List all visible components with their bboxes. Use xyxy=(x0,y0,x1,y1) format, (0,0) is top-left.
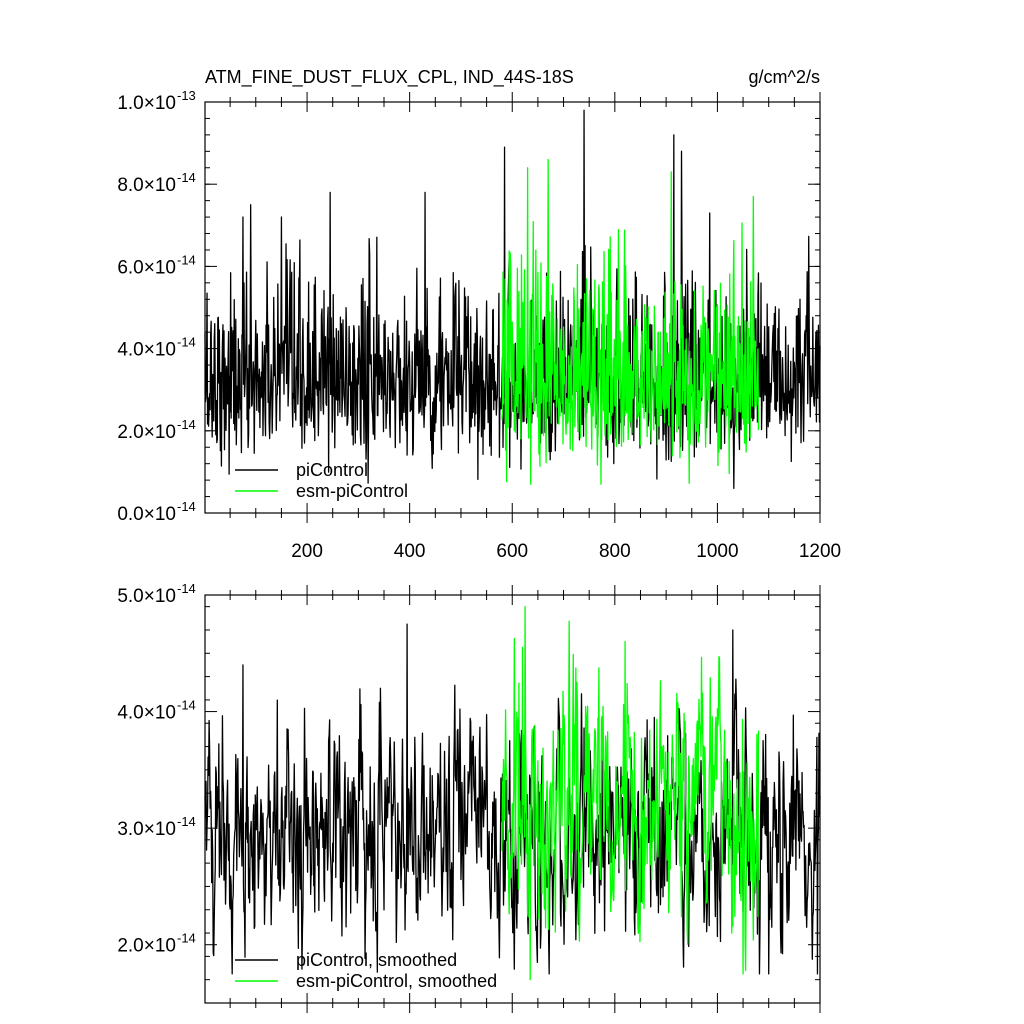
y-tick-exponent: -13 xyxy=(177,88,196,103)
legend-label: esm-piControl xyxy=(296,481,408,501)
y-tick-label: 4.0×10 xyxy=(117,340,176,361)
y-tick-label: 6.0×10 xyxy=(117,257,176,278)
series-line-picontrol xyxy=(204,109,821,489)
legend-label: esm-piControl, smoothed xyxy=(296,971,497,991)
y-tick-label: 8.0×10 xyxy=(117,175,176,196)
y-tick-label: 0.0×10 xyxy=(117,504,176,525)
bottom-panel: 2.0×10 -143.0×10 -144.0×10 -145.0×10 -14 piC… xyxy=(117,581,821,1013)
y-tick-label: 3.0×10 xyxy=(117,819,176,840)
x-tick-label: 400 xyxy=(394,541,426,562)
y-tick-exponent: -14 xyxy=(177,170,196,185)
series-line-esm-picontrol xyxy=(501,158,760,485)
x-tick-label: 1000 xyxy=(696,541,738,562)
top-panel: ATM_FINE_DUST_FLUX_CPL, IND_44S-18S g/cm… xyxy=(117,67,841,562)
series-line-esm-picontrol-smoothed xyxy=(501,606,760,981)
chart-units: g/cm^2/s xyxy=(749,67,820,87)
y-tick-label: 2.0×10 xyxy=(117,936,176,957)
y-tick-label: 1.0×10 xyxy=(117,93,176,114)
top-series-group xyxy=(204,109,821,489)
bottom-axis-ticks: 2.0×10 -143.0×10 -144.0×10 -145.0×10 -14 xyxy=(117,581,821,1013)
series-line-picontrol-smoothed xyxy=(204,623,821,975)
y-tick-label: 5.0×10 xyxy=(117,586,176,607)
y-tick-label: 4.0×10 xyxy=(117,703,176,724)
x-tick-label: 600 xyxy=(496,541,528,562)
y-tick-exponent: -14 xyxy=(177,499,196,514)
x-tick-label: 200 xyxy=(291,541,323,562)
y-tick-exponent: -14 xyxy=(177,814,196,829)
y-tick-exponent: -14 xyxy=(177,417,196,432)
y-tick-label: 2.0×10 xyxy=(117,422,176,443)
y-tick-exponent: -14 xyxy=(177,698,196,713)
x-tick-label: 800 xyxy=(599,541,631,562)
x-tick-label: 1200 xyxy=(799,541,841,562)
legend-label: piControl, smoothed xyxy=(296,950,457,970)
y-tick-exponent: -14 xyxy=(177,931,196,946)
y-tick-exponent: -14 xyxy=(177,581,196,596)
y-tick-exponent: -14 xyxy=(177,252,196,267)
y-tick-exponent: -14 xyxy=(177,335,196,350)
legend-label: piControl xyxy=(296,460,368,480)
chart-title: ATM_FINE_DUST_FLUX_CPL, IND_44S-18S xyxy=(205,67,574,88)
bottom-series-group xyxy=(204,606,821,981)
